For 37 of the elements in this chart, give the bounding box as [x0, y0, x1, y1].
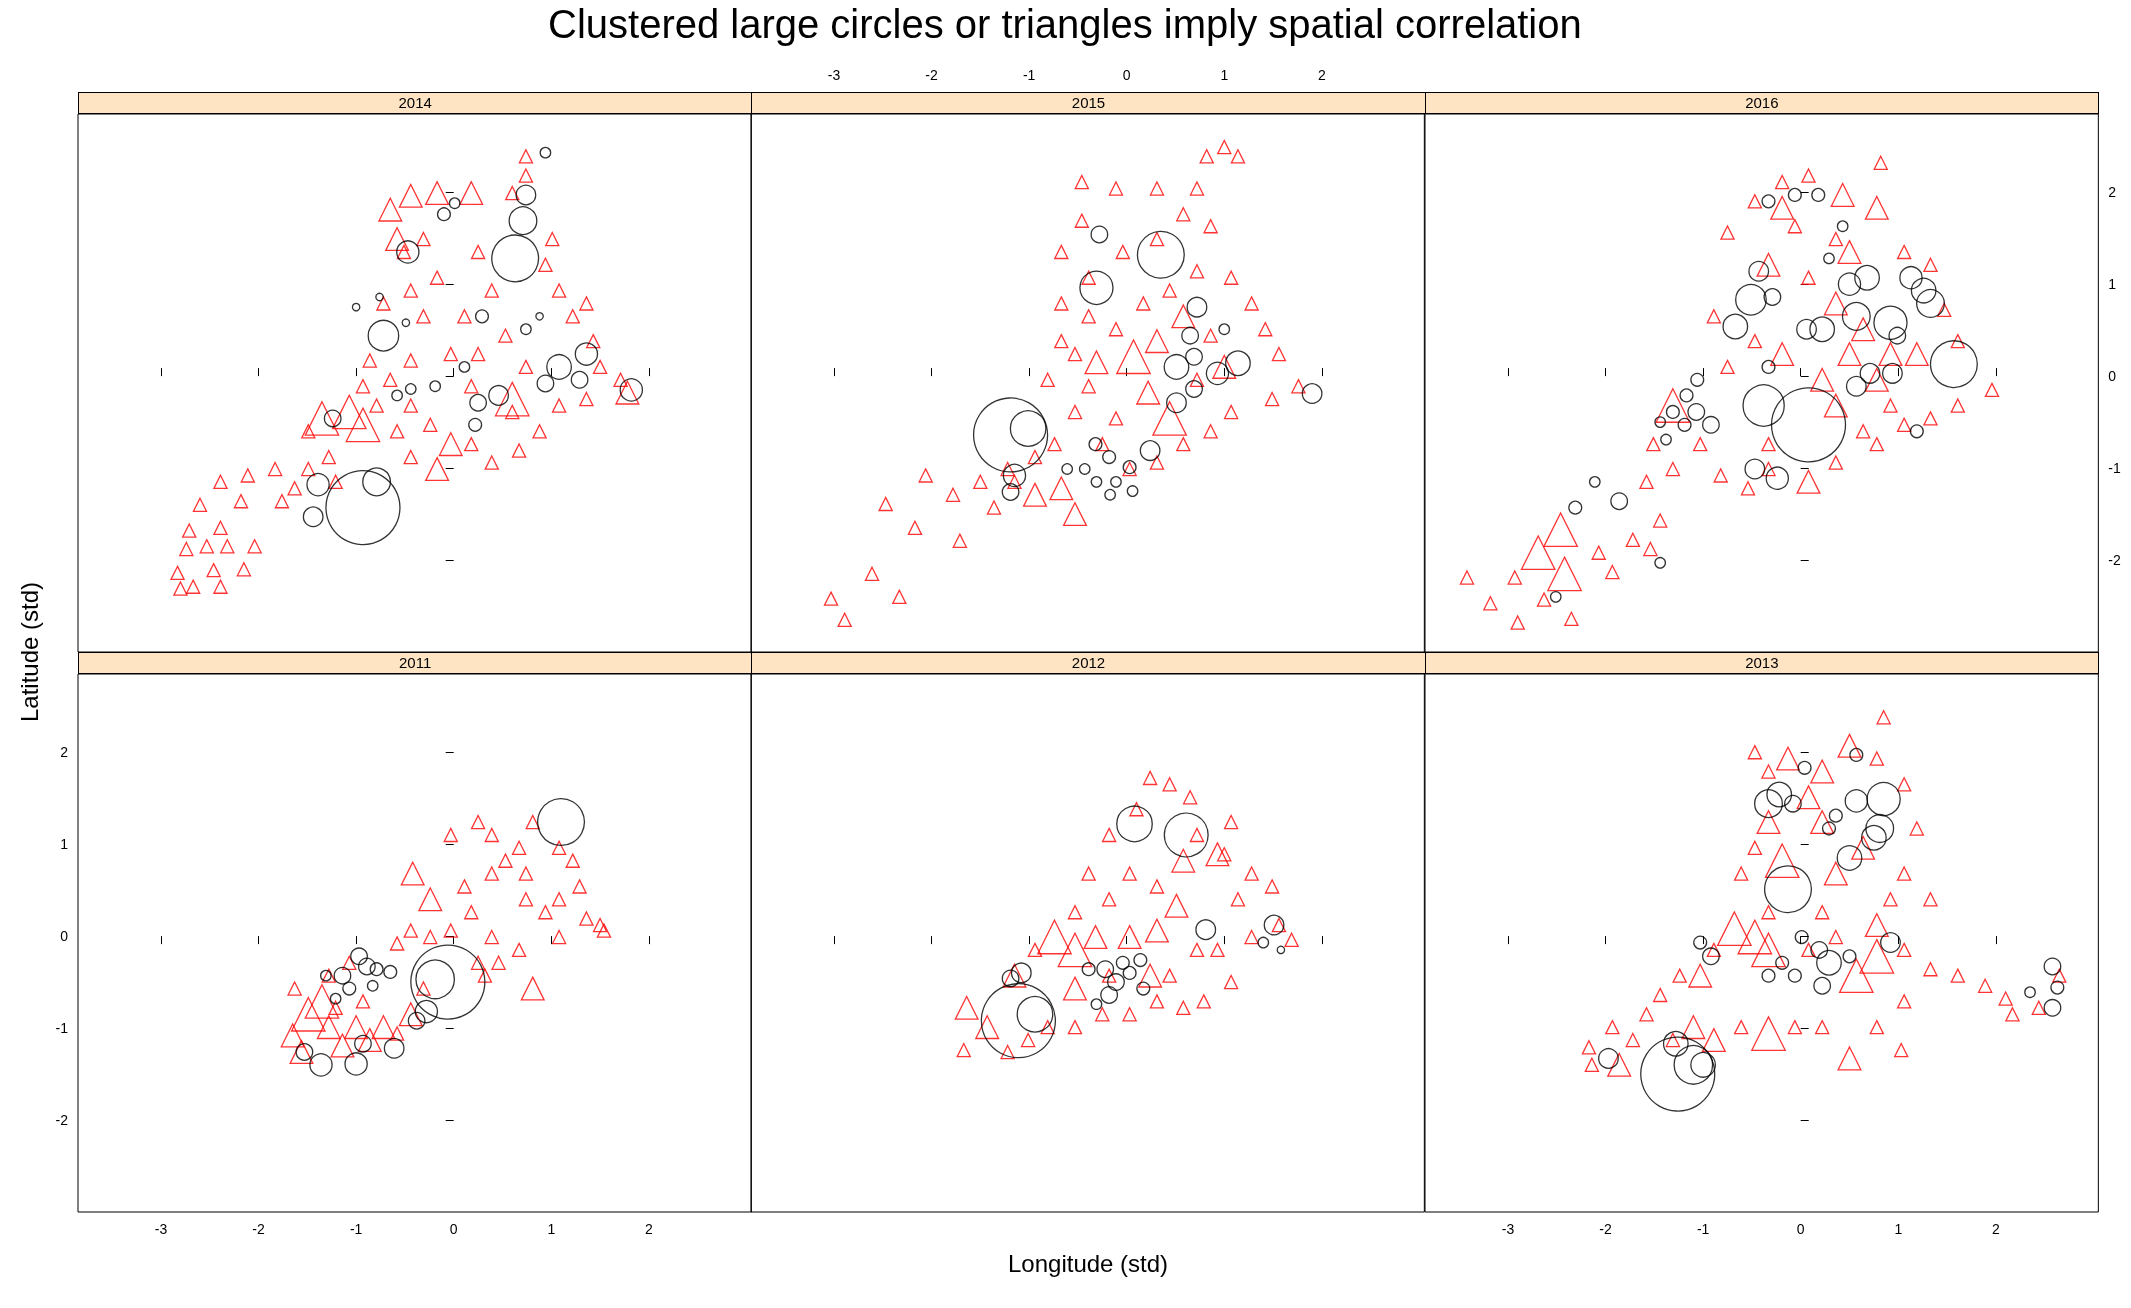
x-tick-label: -2	[1598, 1221, 1612, 1237]
y-tick-label: 2	[60, 744, 69, 761]
x-tick-label: -2	[925, 67, 939, 83]
y-tick-label: 0	[60, 928, 69, 945]
x-tick-label: -3	[154, 1221, 168, 1237]
text: Clustered large circles or triangles imply spatial correlation	[548, 2, 1582, 47]
chart-title: 2011	[78, 652, 753, 674]
x-tick-label: -2	[252, 1221, 265, 1237]
y-tick-label: 2	[2107, 184, 2116, 201]
chart-title: 2016	[1424, 92, 2099, 114]
x-tick-label: 2	[1318, 67, 1327, 83]
x-tick-label: -1	[1023, 67, 1036, 83]
y-tick-label: -1	[55, 1020, 69, 1037]
y-tick-label: 0	[2107, 368, 2116, 385]
chart-title: 2014	[78, 92, 753, 114]
x-axis-title: Longitude (std)	[1008, 1250, 1169, 1278]
x-tick-label: 0	[1123, 67, 1132, 83]
x-tick-label: -1	[1696, 1221, 1710, 1237]
y-tick-label: 1	[2107, 276, 2116, 293]
y-tick-label: 1	[60, 836, 69, 853]
x-tick-label: 1	[1894, 1221, 1903, 1237]
y-axis-title: Latitude (std)	[16, 581, 45, 723]
x-tick-label: 1	[1220, 67, 1229, 83]
chart-title: 2015	[751, 92, 1426, 114]
y-tick-label: -2	[55, 1112, 69, 1129]
y-tick-label: -2	[2107, 552, 2121, 569]
x-tick-label: 1	[547, 1221, 556, 1237]
y-tick-label: -1	[2107, 460, 2121, 477]
x-tick-label: -3	[1501, 1221, 1515, 1237]
x-tick-label: 0	[1796, 1221, 1805, 1237]
x-tick-label: 2	[1991, 1221, 2000, 1237]
x-tick-label: -1	[349, 1221, 363, 1237]
x-tick-label: 0	[449, 1221, 458, 1237]
chart-title: 2012	[751, 652, 1426, 674]
x-tick-label: 2	[644, 1221, 653, 1237]
chart-title: 2013	[1424, 652, 2099, 674]
x-tick-label: -3	[828, 67, 841, 83]
